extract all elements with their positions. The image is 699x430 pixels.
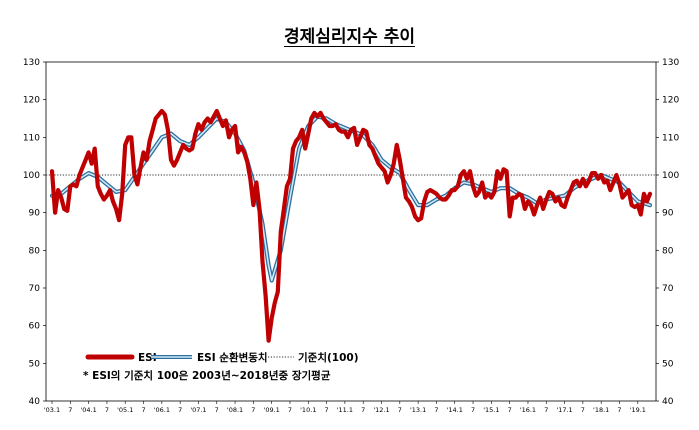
x-tick-label: '08.1 — [227, 406, 243, 414]
x-tick-label: '03.1 — [44, 406, 60, 414]
x-tick-label: '17.1 — [556, 406, 572, 414]
x-tick-label: '18.1 — [593, 406, 609, 414]
x-tick-label: 7 — [398, 406, 402, 414]
x-tick-label: '15.1 — [483, 406, 499, 414]
x-tick-label: 7 — [288, 406, 292, 414]
x-tick-label: 7 — [105, 406, 109, 414]
y-tick-label-left: 50 — [29, 359, 41, 369]
x-tick-label: 7 — [325, 406, 329, 414]
x-tick-label: 7 — [215, 406, 219, 414]
x-tick-label: '16.1 — [520, 406, 536, 414]
y-tick-label-right: 70 — [662, 284, 674, 294]
x-tick-label: 7 — [68, 406, 72, 414]
x-tick-label: 7 — [508, 406, 512, 414]
y-tick-label-right: 60 — [662, 322, 674, 332]
legend: ESI ESI 순환변동치 기준치(100) * ESI의 기준치 100은 2… — [83, 351, 359, 382]
x-tick-label: '07.1 — [190, 406, 206, 414]
y-tick-label-left: 130 — [23, 58, 40, 68]
axis-ticks: 40 40 50 50 60 60 70 70 80 80 90 90 100 100 110 110 120 1… — [23, 58, 680, 414]
chart-title: 경제심리지수 추이 — [283, 27, 416, 47]
x-tick-label: '05.1 — [117, 406, 133, 414]
y-tick-label-right: 100 — [662, 171, 679, 181]
legend-reference-label: 기준치(100) — [298, 351, 359, 364]
y-tick-label-left: 110 — [23, 133, 40, 143]
series-layer — [49, 108, 653, 343]
legend-cycle-label: ESI 순환변동치 — [197, 351, 268, 364]
x-tick-label: '04.1 — [80, 406, 96, 414]
y-tick-label-left: 40 — [29, 397, 41, 407]
x-tick-label: '11.1 — [337, 406, 353, 414]
y-tick-label-left: 90 — [29, 209, 41, 219]
x-tick-label: 7 — [434, 406, 438, 414]
y-tick-label-right: 110 — [662, 133, 679, 143]
x-tick-label: 7 — [361, 406, 365, 414]
x-tick-label: '19.1 — [630, 406, 646, 414]
chart-note: * ESI의 기준치 100은 2003년~2018년중 장기평균 — [83, 369, 331, 382]
x-tick-label: 7 — [544, 406, 548, 414]
y-tick-label-left: 100 — [23, 171, 40, 181]
y-tick-label-right: 120 — [662, 96, 679, 106]
y-tick-label-left: 60 — [29, 322, 41, 332]
x-tick-label: 7 — [141, 406, 145, 414]
y-tick-label-right: 40 — [662, 397, 674, 407]
x-tick-label: 7 — [581, 406, 585, 414]
x-tick-label: '10.1 — [300, 406, 316, 414]
x-tick-label: 7 — [617, 406, 621, 414]
y-tick-label-left: 70 — [29, 284, 41, 294]
y-tick-label-right: 130 — [662, 58, 679, 68]
y-tick-label-right: 50 — [662, 359, 674, 369]
y-tick-label-left: 80 — [29, 246, 41, 256]
x-tick-label: 7 — [251, 406, 255, 414]
x-tick-label: '12.1 — [373, 406, 389, 414]
x-tick-label: 7 — [471, 406, 475, 414]
x-tick-label: '13.1 — [410, 406, 426, 414]
y-tick-label-right: 80 — [662, 246, 674, 256]
plot-area-frame — [45, 61, 657, 402]
y-tick-label-left: 120 — [23, 96, 40, 106]
y-tick-label-right: 90 — [662, 209, 674, 219]
x-tick-label: 7 — [178, 406, 182, 414]
esi-series-line — [49, 108, 653, 343]
x-tick-label: '09.1 — [264, 406, 280, 414]
x-tick-label: '06.1 — [154, 406, 170, 414]
x-tick-label: '14.1 — [447, 406, 463, 414]
